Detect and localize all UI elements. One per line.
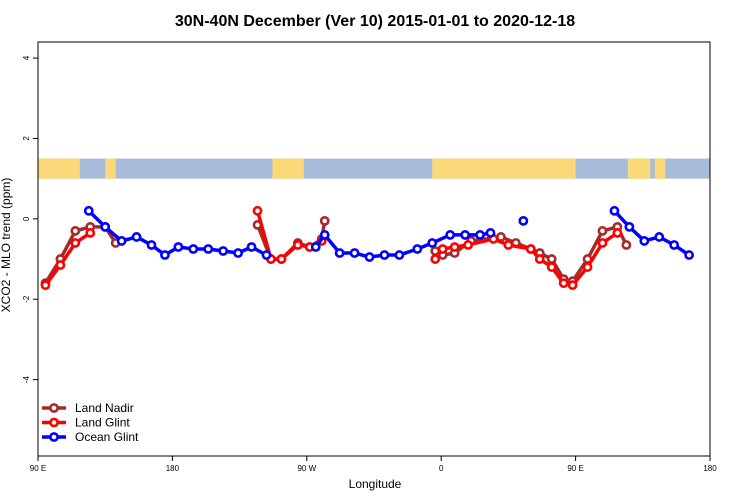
data-point-ocean-glint — [160, 250, 170, 260]
data-point-ocean-glint — [684, 250, 694, 260]
data-point-ocean-glint — [310, 242, 321, 252]
data-point-land-glint — [55, 260, 66, 270]
legend-label-land-nadir: Land Nadir — [75, 401, 134, 415]
data-point-ocean-glint — [116, 236, 127, 246]
x-tick-label: 180 — [166, 464, 180, 473]
data-point-land-glint — [534, 254, 545, 264]
y-tick-label: -2 — [22, 295, 31, 303]
data-point-land-glint — [612, 228, 623, 238]
data-point-ocean-glint — [427, 238, 438, 248]
map-land — [654, 158, 666, 179]
x-tick-label: 90 E — [567, 464, 583, 473]
map-land — [105, 158, 116, 179]
data-point-land-glint — [525, 244, 536, 254]
series-line-land-nadir — [43, 225, 118, 285]
data-point-ocean-glint — [475, 230, 485, 240]
data-point-ocean-glint — [203, 244, 214, 254]
world-map-band — [38, 158, 710, 179]
data-point-land-glint — [546, 262, 557, 272]
data-point-land-glint — [40, 280, 51, 291]
data-point-ocean-glint — [246, 242, 257, 252]
data-point-land-glint — [70, 238, 81, 248]
data-point-land-glint — [582, 262, 593, 272]
data-point-land-nadir — [597, 226, 608, 236]
data-point-land-nadir — [621, 240, 632, 250]
data-point-ocean-glint — [146, 240, 157, 250]
legend-marker-ocean-glint — [49, 432, 59, 442]
data-point-ocean-glint — [669, 240, 680, 250]
series-land-glint — [40, 205, 623, 291]
data-point-ocean-glint — [83, 205, 94, 216]
data-point-land-glint — [449, 242, 460, 252]
series-ocean-glint — [83, 205, 694, 262]
x-tick-label: 90 E — [30, 464, 46, 473]
data-point-ocean-glint — [609, 205, 620, 216]
x-axis-title: Longitude — [349, 477, 402, 491]
data-point-ocean-glint — [233, 248, 244, 258]
map-land — [38, 158, 80, 179]
data-point-land-nadir — [70, 226, 81, 236]
y-tick-label: 0 — [22, 216, 31, 221]
x-tick-label: 90 W — [297, 464, 316, 473]
data-point-ocean-glint — [173, 242, 184, 252]
data-point-land-glint — [503, 240, 514, 250]
data-point-land-glint — [292, 240, 303, 250]
plot-frame — [37, 41, 711, 457]
data-point-land-nadir — [546, 254, 557, 264]
data-point-ocean-glint — [460, 230, 470, 240]
data-point-ocean-glint — [100, 221, 111, 232]
y-axis-title: XCO2 - MLO trend (ppm) — [0, 178, 13, 313]
data-point-ocean-glint — [445, 230, 456, 240]
data-point-ocean-glint — [639, 236, 650, 246]
map-land — [272, 158, 304, 179]
y-axis: 4 2 0 -2 -4 — [22, 55, 38, 383]
y-tick-label: 4 — [22, 55, 31, 60]
data-point-ocean-glint — [131, 232, 142, 242]
map-ocean — [38, 158, 710, 179]
data-point-ocean-glint — [624, 221, 635, 232]
data-point-ocean-glint — [188, 244, 199, 254]
data-point-ocean-glint — [654, 232, 665, 242]
data-point-land-glint — [567, 280, 578, 291]
data-point-ocean-glint — [518, 215, 529, 226]
data-point-ocean-glint — [394, 250, 405, 260]
legend-marker-land-glint — [49, 417, 59, 428]
map-land — [432, 158, 576, 179]
legend-label-land-glint: Land Glint — [75, 416, 130, 430]
data-point-ocean-glint — [261, 250, 272, 260]
x-axis: 90 E 180 90 W 0 90 E 180 — [30, 456, 717, 473]
x-tick-label: 180 — [703, 464, 717, 473]
data-point-ocean-glint — [334, 248, 345, 258]
data-point-land-nadir — [319, 215, 330, 226]
map-land — [627, 158, 651, 179]
chart-title: 30N-40N December (Ver 10) 2015-01-01 to … — [175, 13, 575, 30]
y-tick-label: 2 — [22, 136, 31, 141]
x-tick-label: 0 — [439, 464, 444, 473]
data-point-land-glint — [276, 254, 287, 264]
data-point-ocean-glint — [379, 250, 390, 260]
data-point-land-glint — [252, 205, 263, 216]
data-point-land-glint — [463, 240, 473, 250]
legend-marker-land-nadir — [49, 403, 59, 413]
data-point-land-glint — [437, 244, 448, 254]
data-point-ocean-glint — [319, 230, 330, 240]
data-point-land-glint — [430, 254, 441, 264]
data-point-land-glint — [558, 278, 569, 289]
legend-label-ocean-glint: Ocean Glint — [75, 430, 139, 444]
series-line-land-glint — [44, 231, 92, 287]
data-point-ocean-glint — [485, 228, 496, 238]
series-layer — [40, 205, 694, 291]
y-tick-label: -4 — [22, 376, 31, 384]
data-point-ocean-glint — [412, 244, 423, 254]
data-point-ocean-glint — [364, 252, 375, 262]
data-point-land-glint — [85, 228, 96, 238]
data-point-land-glint — [597, 238, 608, 248]
data-point-ocean-glint — [218, 246, 229, 256]
data-point-ocean-glint — [349, 248, 360, 258]
